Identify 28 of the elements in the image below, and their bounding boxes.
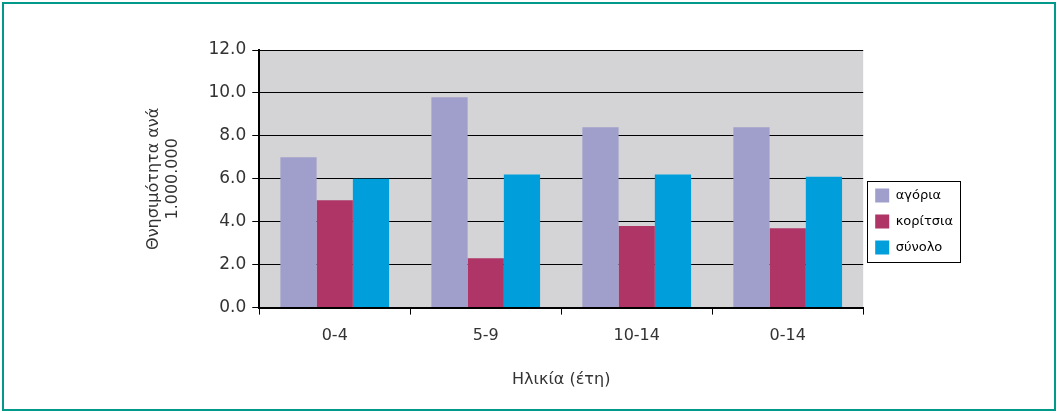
bar	[280, 157, 317, 308]
bar	[467, 258, 504, 308]
bar	[352, 178, 390, 308]
y-tick-label: 0.0	[219, 296, 247, 317]
y-tick-label: 6.0	[219, 167, 247, 188]
x-axis-title: Ηλικία (έτη)	[512, 368, 611, 388]
y-tick-label: 12.0	[208, 38, 247, 59]
legend-label: κορίτσια	[895, 212, 954, 228]
y-axis-title: Θνησιμότητα ανά 1.000.000	[142, 107, 181, 250]
bar	[503, 174, 541, 308]
y-tick-label: 10.0	[208, 81, 247, 102]
bar	[316, 200, 353, 308]
y-tick-label: 8.0	[219, 124, 247, 145]
x-tick-label: 0-14	[769, 325, 806, 345]
x-tick-label: 0-4	[321, 325, 348, 345]
legend-label: σύνολο	[895, 238, 943, 254]
bar	[805, 176, 843, 308]
bar	[733, 127, 770, 308]
y-tick-label: 4.0	[219, 210, 247, 231]
bar	[618, 226, 655, 308]
y-tick-label: 2.0	[219, 253, 247, 274]
bar	[431, 97, 468, 308]
x-tick-label: 10-14	[613, 325, 660, 345]
bar	[654, 174, 692, 308]
bar	[582, 127, 619, 308]
legend-label: αγόρια	[895, 186, 942, 202]
x-tick-label: 5-9	[472, 325, 499, 345]
bar	[769, 228, 806, 308]
